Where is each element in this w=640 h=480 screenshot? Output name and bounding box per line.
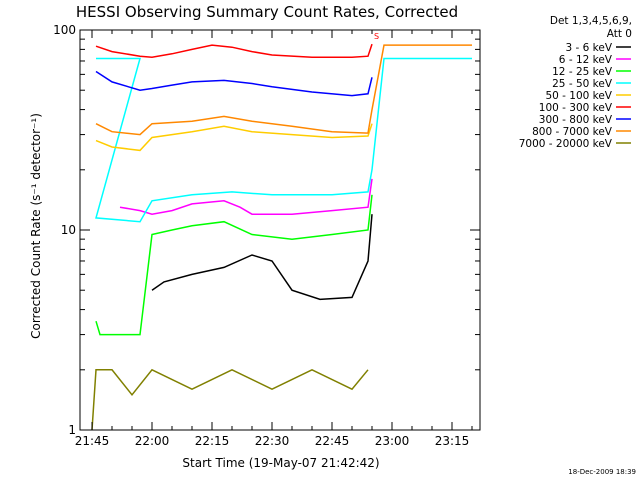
x-tick-label: 23:15 <box>435 434 470 448</box>
legend-label: 800 - 7000 keV <box>532 126 613 138</box>
y-tick-label: 10 <box>61 223 76 237</box>
legend-label: 25 - 50 keV <box>552 78 613 90</box>
series-line-7 <box>95 70 373 97</box>
footer-date: 18-Dec-2009 18:39 <box>568 468 636 476</box>
x-axis: 21:45 22:00 22:15 22:30 22:45 23:00 23:15 <box>75 30 473 448</box>
x-tick-label: 22:00 <box>135 434 170 448</box>
legend-label: 100 - 300 keV <box>539 102 613 114</box>
series-line-4 <box>95 57 472 223</box>
legend-label: 300 - 800 keV <box>539 114 613 126</box>
legend-label: 6 - 12 keV <box>559 54 613 66</box>
legend-label: 7000 - 20000 keV <box>519 138 613 150</box>
y-tick-label: 1 <box>68 423 76 437</box>
series-line-2 <box>119 178 373 215</box>
x-tick-label: 23:00 <box>375 434 410 448</box>
x-tick-label: 22:15 <box>195 434 230 448</box>
y-tick-label: 100 <box>53 23 76 37</box>
series-line-3 <box>95 194 373 336</box>
legend-label: 50 - 100 keV <box>545 90 612 102</box>
legend-subtitle: Att 0 <box>607 28 632 40</box>
x-tick-label: 21:45 <box>75 434 110 448</box>
x-tick-label: 22:30 <box>255 434 290 448</box>
legend-title: Det 1,3,4,5,6,9, <box>550 15 632 27</box>
y-axis: 1 10 100 <box>53 23 480 437</box>
chart-title: HESSI Observing Summary Count Rates, Cor… <box>76 3 458 21</box>
legend-label: 3 - 6 keV <box>565 42 612 54</box>
series-line-8 <box>95 44 472 136</box>
x-tick-label: 22:45 <box>315 434 350 448</box>
marker-label: S <box>374 32 379 41</box>
series-line-5 <box>95 123 373 152</box>
legend-label: 12 - 25 keV <box>552 66 613 78</box>
series-line-9 <box>91 368 369 431</box>
x-axis-label: Start Time (19-May-07 21:42:42) <box>182 456 379 470</box>
series-line-1 <box>151 214 373 301</box>
series-line-6 <box>95 43 373 59</box>
plot-area: S <box>91 32 472 431</box>
y-axis-label: Corrected Count Rate (s⁻¹ detector⁻¹) <box>29 113 43 339</box>
